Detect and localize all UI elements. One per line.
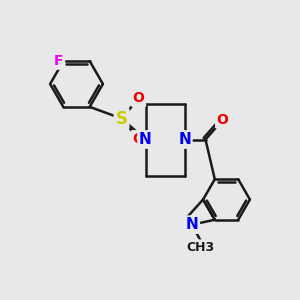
Text: N: N [185, 217, 198, 232]
Text: O: O [133, 92, 145, 105]
Text: N: N [178, 132, 191, 147]
Text: S: S [116, 110, 128, 128]
Text: O: O [217, 113, 229, 127]
Text: N: N [139, 132, 152, 147]
Text: O: O [133, 132, 145, 145]
Text: CH3: CH3 [187, 241, 215, 254]
Text: F: F [54, 54, 64, 68]
